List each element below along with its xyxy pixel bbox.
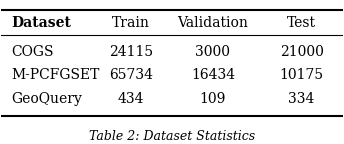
Text: 21000: 21000 xyxy=(280,44,324,58)
Text: 24115: 24115 xyxy=(109,44,153,58)
Text: COGS: COGS xyxy=(12,44,54,58)
Text: 10175: 10175 xyxy=(280,68,324,82)
Text: Test: Test xyxy=(287,16,316,30)
Text: Train: Train xyxy=(112,16,150,30)
Text: M-PCFGSET: M-PCFGSET xyxy=(12,68,100,82)
Text: Table 2: Dataset Statistics: Table 2: Dataset Statistics xyxy=(89,130,255,143)
Text: Validation: Validation xyxy=(178,16,248,30)
Text: 16434: 16434 xyxy=(191,68,235,82)
Text: 334: 334 xyxy=(289,92,315,106)
Text: 434: 434 xyxy=(118,92,144,106)
Text: 3000: 3000 xyxy=(195,44,230,58)
Text: 65734: 65734 xyxy=(109,68,153,82)
Text: GeoQuery: GeoQuery xyxy=(12,92,83,106)
Text: Dataset: Dataset xyxy=(12,16,72,30)
Text: 109: 109 xyxy=(200,92,226,106)
